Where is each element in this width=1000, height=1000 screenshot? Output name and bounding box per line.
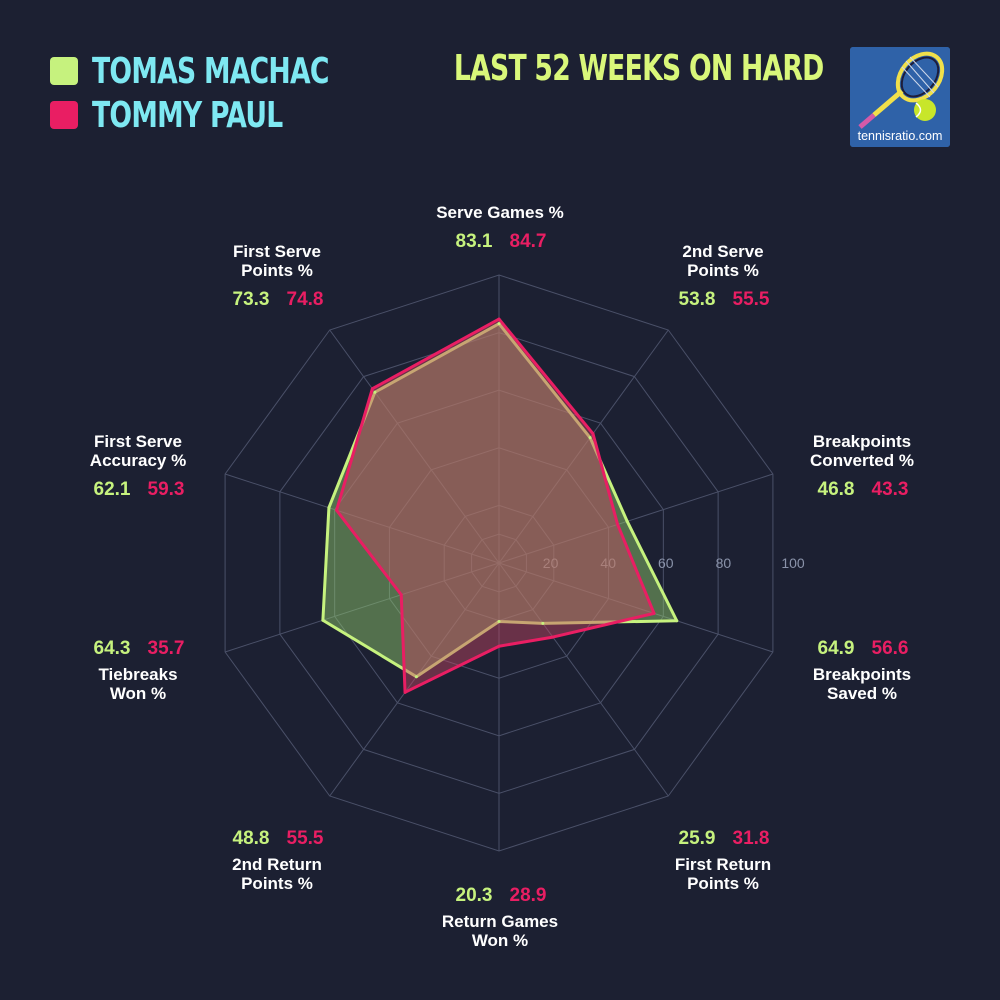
category-label-1-1: Points % [687, 261, 759, 280]
chart-headline: LAST 52 WEEKS ON HARD [454, 48, 824, 89]
series-point-paul-5 [497, 644, 501, 648]
value-label-paul-4: 31.8 [733, 828, 770, 849]
legend-item-paul: TOMMY PAUL [50, 94, 412, 136]
series-point-machac-7 [321, 618, 325, 622]
legend-item-machac: TOMAS MACHAC [50, 50, 412, 92]
tennis-racket-ball-icon [850, 47, 950, 147]
category-label-5-0: Return Games [442, 912, 558, 931]
series-point-paul-4 [551, 635, 555, 639]
legend-label-paul: TOMMY PAUL [92, 94, 283, 136]
value-label-paul-8: 59.3 [148, 479, 185, 500]
category-label-8-1: Accuracy % [90, 451, 186, 470]
value-label-paul-0: 84.7 [510, 231, 547, 252]
series-point-paul-9 [370, 387, 374, 391]
series-point-machac-8 [327, 506, 331, 510]
value-label-paul-3: 56.6 [872, 638, 909, 659]
category-label-0-0: Serve Games % [436, 203, 564, 222]
logo-text: tennisratio.com [857, 129, 943, 143]
category-label-9-0: First Serve [233, 242, 321, 261]
series-point-machac-5 [497, 619, 501, 623]
value-label-machac-7: 64.3 [94, 638, 131, 659]
series-point-machac-3 [675, 619, 679, 623]
series-point-machac-4 [541, 621, 545, 625]
category-label-7-0: Tiebreaks [98, 665, 177, 684]
value-label-machac-3: 64.9 [818, 638, 855, 659]
category-label-4-1: Points % [687, 874, 759, 893]
category-label-7-1: Won % [110, 684, 166, 703]
value-label-machac-0: 83.1 [456, 231, 493, 252]
grid-spoke-1 [498, 329, 669, 564]
grid-spoke-6 [329, 562, 500, 797]
tennisratio-logo[interactable]: tennisratio.com [850, 47, 950, 147]
tick-label-60: 60 [658, 555, 674, 571]
value-label-paul-6: 55.5 [287, 828, 324, 849]
category-label-9-1: Points % [241, 261, 313, 280]
tick-label-20: 20 [543, 555, 559, 571]
value-label-machac-6: 48.8 [233, 828, 270, 849]
series-point-paul-8 [335, 508, 339, 512]
value-label-paul-2: 43.3 [872, 479, 909, 500]
legend-label-machac: TOMAS MACHAC [92, 50, 329, 92]
tick-label-80: 80 [716, 555, 732, 571]
value-label-paul-9: 74.8 [287, 289, 324, 310]
series-point-paul-2 [616, 522, 620, 526]
value-label-machac-9: 73.3 [233, 289, 270, 310]
category-label-4-0: First Return [675, 855, 771, 874]
legend: TOMAS MACHAC TOMMY PAUL [50, 50, 412, 138]
value-label-paul-5: 28.9 [510, 885, 547, 906]
grid-spoke-7 [224, 562, 500, 653]
category-label-2-1: Converted % [810, 451, 914, 470]
category-label-3-1: Saved % [827, 684, 897, 703]
value-label-machac-1: 53.8 [679, 289, 716, 310]
series-point-paul-3 [652, 611, 656, 615]
series-point-paul-7 [399, 593, 403, 597]
series-point-paul-0 [497, 317, 501, 321]
value-label-paul-7: 35.7 [148, 638, 185, 659]
value-label-machac-5: 20.3 [456, 885, 493, 906]
series-point-machac-9 [373, 390, 377, 394]
series-point-machac-2 [625, 519, 629, 523]
grid-spoke-4 [498, 562, 669, 797]
category-label-1-0: 2nd Serve [682, 242, 763, 261]
tick-label-40: 40 [600, 555, 616, 571]
value-label-paul-1: 55.5 [733, 289, 770, 310]
series-point-paul-1 [591, 432, 595, 436]
legend-swatch-paul [50, 101, 78, 129]
grid-spoke-9 [329, 329, 500, 564]
series-point-machac-0 [497, 322, 501, 326]
category-label-6-0: 2nd Return [232, 855, 322, 874]
category-label-5-1: Won % [472, 931, 528, 950]
category-label-6-1: Points % [241, 874, 313, 893]
grid-spoke-8 [224, 473, 500, 564]
value-label-machac-2: 46.8 [818, 479, 855, 500]
value-label-machac-8: 62.1 [94, 479, 131, 500]
grid-spoke-2 [498, 473, 774, 564]
series-point-machac-1 [588, 436, 592, 440]
legend-swatch-machac [50, 57, 78, 85]
series-point-paul-6 [403, 690, 407, 694]
grid-spoke-3 [498, 562, 774, 653]
category-label-2-0: Breakpoints [813, 432, 911, 451]
series-point-machac-6 [414, 675, 418, 679]
category-label-3-0: Breakpoints [813, 665, 911, 684]
category-label-8-0: First Serve [94, 432, 182, 451]
value-label-machac-4: 25.9 [679, 828, 716, 849]
tick-label-100: 100 [781, 555, 805, 571]
